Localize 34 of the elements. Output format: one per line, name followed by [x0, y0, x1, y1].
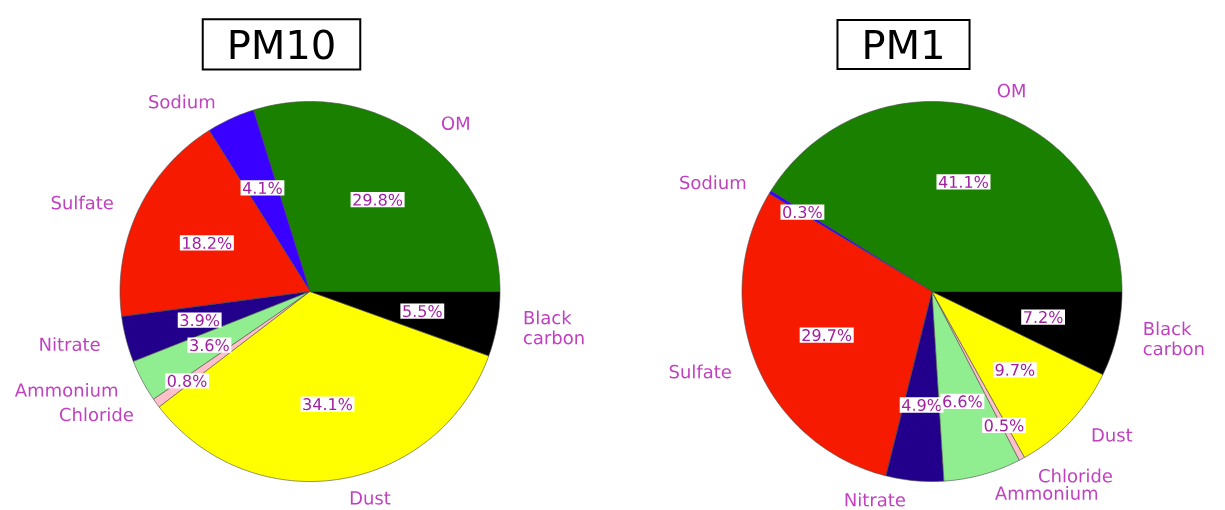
- data-label: 18.2%: [183, 236, 232, 249]
- data-label: 29.8%: [353, 193, 403, 206]
- data-label: 0.3%: [783, 206, 822, 219]
- slice-label: Black carbon: [1143, 321, 1204, 356]
- slice-label: OM: [441, 116, 469, 130]
- data-label: 0.8%: [167, 374, 207, 387]
- slice-label: Sodium: [149, 94, 215, 109]
- slice-label: Nitrate: [845, 492, 905, 507]
- slice-label: Nitrate: [40, 337, 100, 352]
- data-label: 0.5%: [984, 419, 1024, 432]
- slice-label: Dust: [1092, 428, 1133, 442]
- data-label: 3.9%: [180, 314, 220, 327]
- data-label: 3.6%: [190, 339, 229, 352]
- data-label: 34.1%: [303, 398, 352, 411]
- chart-title: PM1: [865, 29, 942, 60]
- chart-title: PM10: [230, 29, 334, 60]
- slice-label: OM: [997, 83, 1025, 98]
- data-label: 41.1%: [938, 175, 988, 188]
- slice-label: Chloride: [1039, 468, 1112, 483]
- slice-label: Dust: [350, 491, 391, 505]
- data-label: 6.6%: [943, 395, 982, 408]
- data-label: 29.7%: [802, 329, 852, 342]
- data-label: 5.5%: [403, 305, 442, 318]
- slice-label: Ammonium: [994, 485, 1098, 500]
- data-label: 4.9%: [902, 398, 942, 412]
- slice-label: Black carbon: [523, 310, 584, 345]
- slice-label: Chloride: [59, 407, 133, 422]
- data-label: 9.7%: [995, 363, 1035, 376]
- slice-label: Sodium: [680, 175, 746, 190]
- data-label: 7.2%: [1024, 311, 1063, 324]
- slice-label: Sulfate: [51, 195, 113, 210]
- data-label: 4.1%: [242, 181, 282, 194]
- slice-label: Sulfate: [669, 364, 731, 379]
- slice-label: Ammonium: [14, 382, 118, 397]
